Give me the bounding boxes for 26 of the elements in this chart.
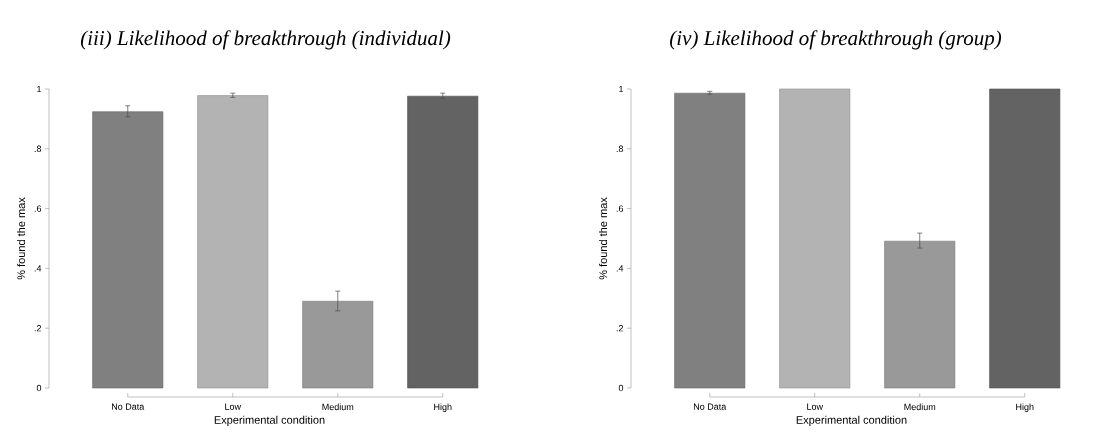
chart-title: (iii) Likelihood of breakthrough (individual): [80, 30, 451, 50]
y-tick-label: .4: [616, 265, 624, 272]
x-tick-label: Low: [225, 403, 242, 410]
x-axis-title: Experimental condition: [796, 415, 907, 427]
x-tick-label: High: [1016, 403, 1034, 412]
x-tick-label: No Data: [111, 403, 145, 410]
y-axis-title: % found the max: [599, 197, 608, 280]
y-tick-label: .8: [616, 145, 624, 152]
y-tick-label: .2: [34, 325, 42, 332]
y-tick-label: 1: [619, 85, 624, 93]
x-tick-label: Low: [807, 403, 824, 410]
y-tick-label: .2: [616, 325, 624, 332]
x-tick-label: Medium: [322, 403, 354, 411]
x-tick-label: Medium: [904, 403, 936, 411]
y-tick-label: .6: [34, 205, 42, 212]
x-tick-label: No Data: [693, 403, 727, 410]
y-tick-label: 1: [37, 85, 42, 93]
y-tick-label: .6: [616, 205, 624, 212]
x-tick-label: High: [434, 403, 452, 412]
y-axis-title: % found the max: [17, 197, 26, 280]
y-tick-label: .8: [34, 145, 42, 152]
y-tick-label: .4: [34, 265, 42, 272]
chart-title: (iv) Likelihood of breakthrough (group): [670, 30, 1002, 50]
y-tick-label: 0: [36, 384, 42, 392]
x-axis-title: Experimental condition: [214, 415, 325, 427]
y-tick-label: 0: [618, 384, 624, 392]
